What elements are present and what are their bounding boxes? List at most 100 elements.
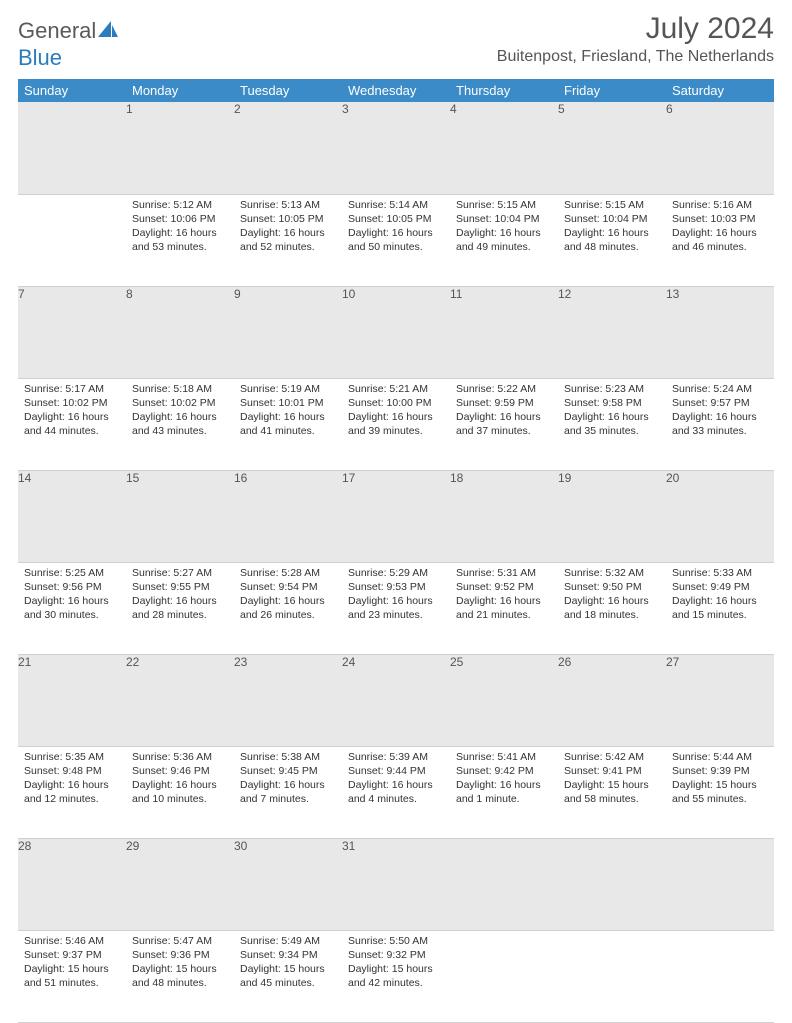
sunset-text: Sunset: 9:49 PM (672, 580, 768, 594)
brand-word1: General (18, 18, 96, 43)
day2-text: and 52 minutes. (240, 240, 336, 254)
day1-text: Daylight: 16 hours (24, 594, 120, 608)
sunset-text: Sunset: 10:02 PM (132, 396, 228, 410)
day-cell: Sunrise: 5:32 AMSunset: 9:50 PMDaylight:… (558, 562, 666, 654)
day2-text: and 33 minutes. (672, 424, 768, 438)
day-cell-content: Sunrise: 5:46 AMSunset: 9:37 PMDaylight:… (18, 931, 126, 997)
day1-text: Daylight: 16 hours (132, 778, 228, 792)
day-number: 22 (126, 654, 234, 746)
day-cell: Sunrise: 5:35 AMSunset: 9:48 PMDaylight:… (18, 746, 126, 838)
day-cell: Sunrise: 5:18 AMSunset: 10:02 PMDaylight… (126, 378, 234, 470)
sunrise-text: Sunrise: 5:46 AM (24, 934, 120, 948)
day-cell: Sunrise: 5:21 AMSunset: 10:00 PMDaylight… (342, 378, 450, 470)
day1-text: Daylight: 16 hours (348, 410, 444, 424)
sunrise-text: Sunrise: 5:22 AM (456, 382, 552, 396)
day-number: 26 (558, 654, 666, 746)
day2-text: and 42 minutes. (348, 976, 444, 990)
day-cell-content: Sunrise: 5:29 AMSunset: 9:53 PMDaylight:… (342, 563, 450, 629)
day1-text: Daylight: 16 hours (348, 226, 444, 240)
day-number: 20 (666, 470, 774, 562)
sunset-text: Sunset: 9:39 PM (672, 764, 768, 778)
sunrise-text: Sunrise: 5:38 AM (240, 750, 336, 764)
day1-text: Daylight: 16 hours (456, 226, 552, 240)
day-number (18, 102, 126, 194)
day2-text: and 43 minutes. (132, 424, 228, 438)
day-number: 29 (126, 838, 234, 930)
day-cell-content: Sunrise: 5:32 AMSunset: 9:50 PMDaylight:… (558, 563, 666, 629)
day-cell-content: Sunrise: 5:21 AMSunset: 10:00 PMDaylight… (342, 379, 450, 445)
day1-text: Daylight: 16 hours (456, 410, 552, 424)
sunrise-text: Sunrise: 5:49 AM (240, 934, 336, 948)
day-cell-content: Sunrise: 5:27 AMSunset: 9:55 PMDaylight:… (126, 563, 234, 629)
sunrise-text: Sunrise: 5:32 AM (564, 566, 660, 580)
day2-text: and 51 minutes. (24, 976, 120, 990)
day2-text: and 23 minutes. (348, 608, 444, 622)
day-cell (558, 930, 666, 1022)
calendar-table: Sunday Monday Tuesday Wednesday Thursday… (18, 79, 774, 1023)
day-cell: Sunrise: 5:15 AMSunset: 10:04 PMDaylight… (450, 194, 558, 286)
day1-text: Daylight: 16 hours (24, 778, 120, 792)
day-cell-content: Sunrise: 5:44 AMSunset: 9:39 PMDaylight:… (666, 747, 774, 813)
sunset-text: Sunset: 10:04 PM (456, 212, 552, 226)
week-row: Sunrise: 5:17 AMSunset: 10:02 PMDaylight… (18, 378, 774, 470)
sunset-text: Sunset: 9:53 PM (348, 580, 444, 594)
day-number: 12 (558, 286, 666, 378)
day-cell-content: Sunrise: 5:13 AMSunset: 10:05 PMDaylight… (234, 195, 342, 261)
day-cell-content: Sunrise: 5:38 AMSunset: 9:45 PMDaylight:… (234, 747, 342, 813)
day-cell: Sunrise: 5:27 AMSunset: 9:55 PMDaylight:… (126, 562, 234, 654)
day-cell-content: Sunrise: 5:36 AMSunset: 9:46 PMDaylight:… (126, 747, 234, 813)
day-number: 14 (18, 470, 126, 562)
day2-text: and 28 minutes. (132, 608, 228, 622)
sunset-text: Sunset: 9:59 PM (456, 396, 552, 410)
day-cell: Sunrise: 5:28 AMSunset: 9:54 PMDaylight:… (234, 562, 342, 654)
day1-text: Daylight: 16 hours (348, 594, 444, 608)
day2-text: and 18 minutes. (564, 608, 660, 622)
day-cell: Sunrise: 5:38 AMSunset: 9:45 PMDaylight:… (234, 746, 342, 838)
day2-text: and 48 minutes. (564, 240, 660, 254)
sunset-text: Sunset: 9:46 PM (132, 764, 228, 778)
week-row: Sunrise: 5:12 AMSunset: 10:06 PMDaylight… (18, 194, 774, 286)
sunrise-text: Sunrise: 5:25 AM (24, 566, 120, 580)
day-number: 21 (18, 654, 126, 746)
sunset-text: Sunset: 10:04 PM (564, 212, 660, 226)
sunrise-text: Sunrise: 5:31 AM (456, 566, 552, 580)
sunrise-text: Sunrise: 5:36 AM (132, 750, 228, 764)
day-cell: Sunrise: 5:42 AMSunset: 9:41 PMDaylight:… (558, 746, 666, 838)
day-cell: Sunrise: 5:47 AMSunset: 9:36 PMDaylight:… (126, 930, 234, 1022)
header: General Blue July 2024 Buitenpost, Fries… (18, 12, 774, 71)
day-number: 8 (126, 286, 234, 378)
weekday-header: Friday (558, 79, 666, 102)
day-number: 18 (450, 470, 558, 562)
day1-text: Daylight: 16 hours (240, 226, 336, 240)
day2-text: and 37 minutes. (456, 424, 552, 438)
day-cell: Sunrise: 5:22 AMSunset: 9:59 PMDaylight:… (450, 378, 558, 470)
sunset-text: Sunset: 9:56 PM (24, 580, 120, 594)
sunset-text: Sunset: 9:37 PM (24, 948, 120, 962)
day-number: 5 (558, 102, 666, 194)
day2-text: and 7 minutes. (240, 792, 336, 806)
sunset-text: Sunset: 9:58 PM (564, 396, 660, 410)
day2-text: and 35 minutes. (564, 424, 660, 438)
sunrise-text: Sunrise: 5:39 AM (348, 750, 444, 764)
day1-text: Daylight: 16 hours (456, 778, 552, 792)
sunrise-text: Sunrise: 5:41 AM (456, 750, 552, 764)
month-title: July 2024 (497, 12, 774, 46)
day1-text: Daylight: 16 hours (24, 410, 120, 424)
day-number: 2 (234, 102, 342, 194)
day-cell-content: Sunrise: 5:50 AMSunset: 9:32 PMDaylight:… (342, 931, 450, 997)
sunrise-text: Sunrise: 5:18 AM (132, 382, 228, 396)
day-cell: Sunrise: 5:19 AMSunset: 10:01 PMDaylight… (234, 378, 342, 470)
day-cell: Sunrise: 5:23 AMSunset: 9:58 PMDaylight:… (558, 378, 666, 470)
weekday-header: Monday (126, 79, 234, 102)
sunset-text: Sunset: 9:32 PM (348, 948, 444, 962)
sunrise-text: Sunrise: 5:16 AM (672, 198, 768, 212)
day2-text: and 12 minutes. (24, 792, 120, 806)
day-number-row: 28293031 (18, 838, 774, 930)
week-row: Sunrise: 5:35 AMSunset: 9:48 PMDaylight:… (18, 746, 774, 838)
weekday-header: Thursday (450, 79, 558, 102)
day-cell-content: Sunrise: 5:15 AMSunset: 10:04 PMDaylight… (450, 195, 558, 261)
sunset-text: Sunset: 10:05 PM (348, 212, 444, 226)
day2-text: and 49 minutes. (456, 240, 552, 254)
sunset-text: Sunset: 10:00 PM (348, 396, 444, 410)
sunrise-text: Sunrise: 5:14 AM (348, 198, 444, 212)
